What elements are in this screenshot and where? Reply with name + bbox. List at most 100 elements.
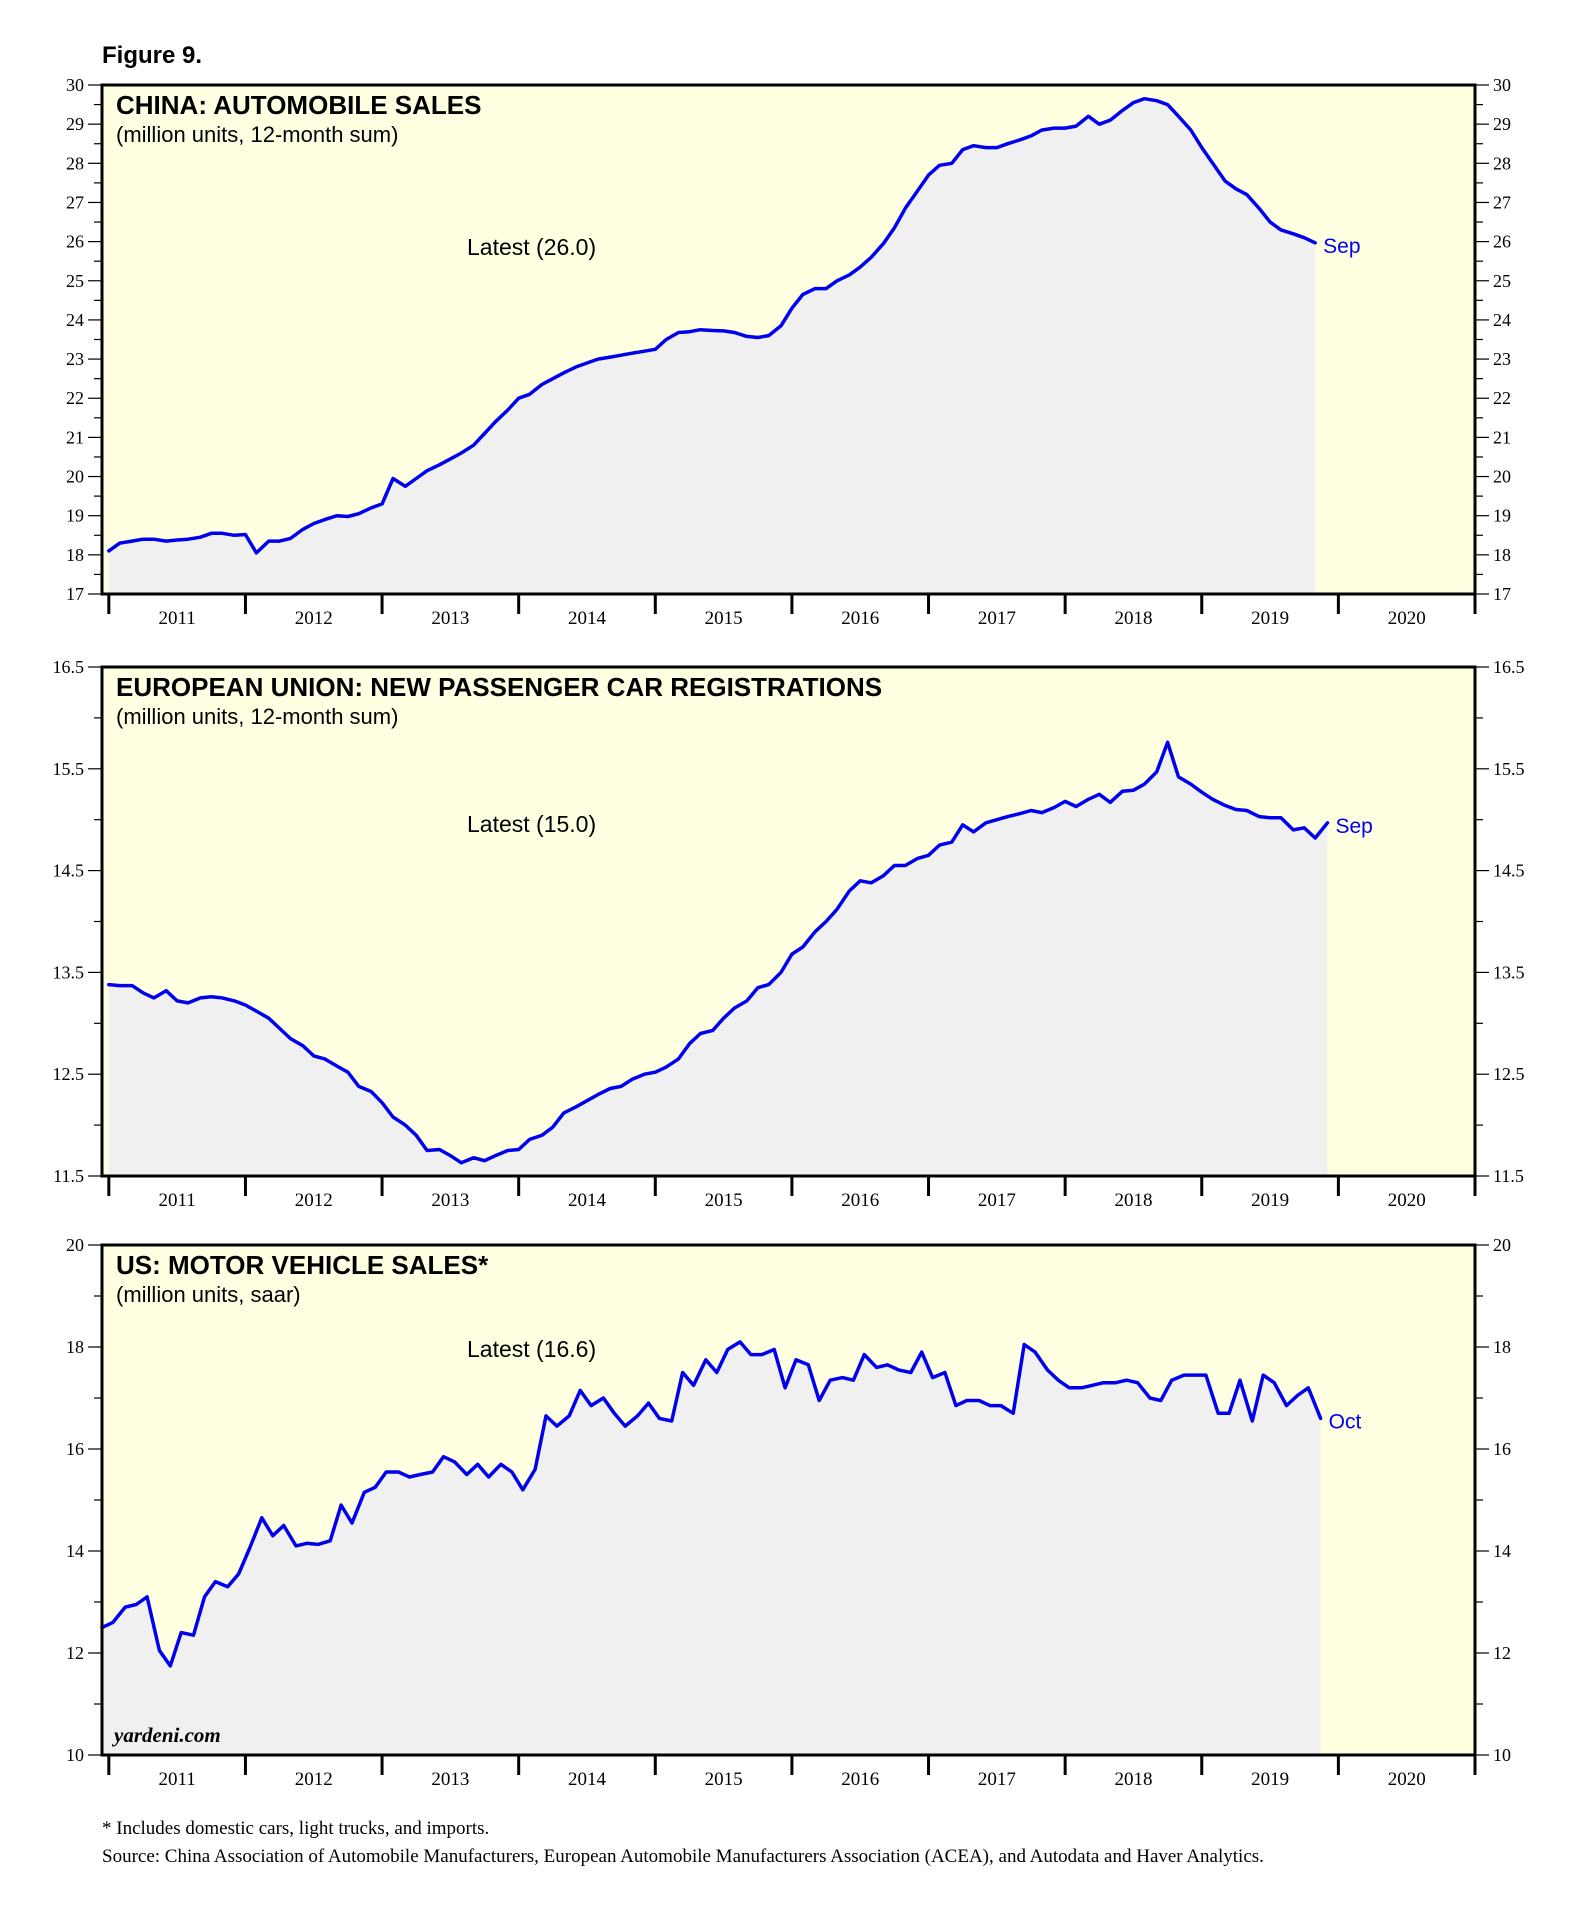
x-tick-label: 2011 — [158, 1769, 195, 1790]
end-label: Sep — [1323, 235, 1360, 258]
y-tick-label-left: 14.5 — [53, 861, 85, 881]
y-tick-label-right: 28 — [1493, 153, 1511, 173]
x-tick-label: 2017 — [978, 608, 1016, 629]
x-tick-label: 2012 — [295, 1769, 333, 1790]
x-tick-label: 2015 — [705, 608, 743, 629]
y-tick-label-left: 11.5 — [53, 1166, 84, 1186]
x-tick-label: 2014 — [568, 1190, 607, 1211]
x-tick-label: 2012 — [295, 608, 333, 629]
y-tick-label-right: 14.5 — [1493, 861, 1525, 881]
y-tick-label-left: 30 — [66, 75, 84, 95]
watermark: yardeni.com — [111, 1723, 221, 1747]
x-tick-label: 2016 — [841, 1190, 879, 1211]
y-tick-label-right: 11.5 — [1493, 1166, 1524, 1186]
x-tick-label: 2018 — [1114, 1190, 1152, 1211]
y-tick-label-left: 27 — [66, 192, 84, 212]
y-tick-label-left: 20 — [66, 467, 84, 487]
latest-annotation: Latest (15.0) — [467, 811, 596, 837]
x-tick-label: 2020 — [1388, 1769, 1426, 1790]
latest-annotation: Latest (26.0) — [467, 234, 596, 260]
x-tick-label: 2020 — [1388, 1190, 1426, 1211]
y-tick-label-right: 18 — [1493, 545, 1511, 565]
y-tick-label-left: 25 — [66, 271, 84, 291]
y-tick-label-left: 10 — [66, 1745, 84, 1765]
y-tick-label-left: 19 — [66, 506, 84, 526]
y-tick-label-left: 22 — [66, 388, 84, 408]
y-tick-label-right: 19 — [1493, 506, 1511, 526]
area-fill — [108, 98, 1316, 594]
x-tick-label: 2019 — [1251, 608, 1289, 629]
y-tick-label-right: 18 — [1493, 1337, 1511, 1357]
y-tick-label-right: 21 — [1493, 427, 1511, 447]
chart-panel-2: 11.5 11.5 12.5 12.5 13.5 13.5 14.5 14.5 15.5 15.5… — [53, 657, 1525, 1211]
footnote-source: Source: China Association of Automobile … — [102, 1846, 1264, 1867]
y-tick-label-left: 16.5 — [53, 657, 85, 677]
x-tick-label: 2019 — [1251, 1190, 1289, 1211]
y-tick-label-right: 27 — [1493, 192, 1511, 212]
y-tick-label-right: 17 — [1493, 584, 1511, 604]
y-tick-label-right: 25 — [1493, 271, 1511, 291]
x-tick-label: 2017 — [978, 1190, 1016, 1211]
y-tick-label-right: 10 — [1493, 1745, 1511, 1765]
y-tick-label-left: 29 — [66, 114, 84, 134]
chart-title: EUROPEAN UNION: NEW PASSENGER CAR REGIST… — [116, 672, 882, 702]
y-tick-label-left: 12.5 — [53, 1064, 85, 1084]
y-tick-label-left: 20 — [66, 1235, 84, 1255]
x-tick-label: 2016 — [841, 1769, 879, 1790]
chart-subtitle: (million units, 12-month sum) — [116, 704, 398, 729]
x-tick-label: 2013 — [431, 1190, 469, 1211]
latest-annotation: Latest (16.6) — [467, 1336, 596, 1362]
y-tick-label-left: 18 — [66, 1337, 84, 1357]
x-tick-label: 2011 — [158, 1190, 195, 1211]
y-tick-label-left: 13.5 — [53, 962, 85, 982]
y-tick-label-right: 24 — [1493, 310, 1511, 330]
x-tick-label: 2018 — [1114, 608, 1152, 629]
y-tick-label-left: 18 — [66, 545, 84, 565]
x-tick-label: 2014 — [568, 1769, 607, 1790]
y-tick-label-left: 17 — [66, 584, 84, 604]
figure-label: Figure 9. — [102, 42, 203, 69]
x-tick-label: 2015 — [705, 1769, 743, 1790]
y-tick-label-right: 16.5 — [1493, 657, 1525, 677]
y-tick-label-right: 29 — [1493, 114, 1511, 134]
series-line — [107, 740, 1330, 1165]
chart-subtitle: (million units, saar) — [116, 1282, 301, 1307]
chart-subtitle: (million units, 12-month sum) — [116, 122, 398, 147]
y-tick-label-right: 20 — [1493, 1235, 1511, 1255]
series-line — [100, 1340, 1323, 1668]
end-label: Sep — [1335, 815, 1372, 838]
y-tick-label-right: 22 — [1493, 388, 1511, 408]
x-tick-label: 2013 — [431, 1769, 469, 1790]
area-fill — [108, 742, 1328, 1176]
y-tick-label-left: 15.5 — [53, 759, 85, 779]
y-tick-label-right: 26 — [1493, 232, 1511, 252]
y-tick-label-left: 12 — [66, 1643, 84, 1663]
series-line — [107, 96, 1317, 555]
y-tick-label-right: 23 — [1493, 349, 1511, 369]
y-tick-label-right: 16 — [1493, 1439, 1511, 1459]
y-tick-label-left: 16 — [66, 1439, 84, 1459]
x-tick-label: 2017 — [978, 1769, 1016, 1790]
y-tick-label-right: 30 — [1493, 75, 1511, 95]
footnote-note: * Includes domestic cars, light trucks, … — [102, 1818, 490, 1839]
x-tick-label: 2014 — [568, 608, 607, 629]
x-tick-label: 2013 — [431, 608, 469, 629]
x-tick-label: 2011 — [158, 608, 195, 629]
x-tick-label: 2019 — [1251, 1769, 1289, 1790]
chart-title: CHINA: AUTOMOBILE SALES — [116, 90, 481, 120]
y-tick-label-right: 15.5 — [1493, 759, 1525, 779]
x-tick-label: 2012 — [295, 1190, 333, 1211]
y-tick-label-left: 28 — [66, 153, 84, 173]
y-tick-label-left: 23 — [66, 349, 84, 369]
x-tick-label: 2015 — [705, 1190, 743, 1211]
x-tick-label: 2016 — [841, 608, 879, 629]
y-tick-label-left: 14 — [66, 1541, 84, 1561]
y-tick-label-right: 14 — [1493, 1541, 1511, 1561]
x-tick-label: 2018 — [1114, 1769, 1152, 1790]
y-tick-label-left: 26 — [66, 232, 84, 252]
y-tick-label-right: 12 — [1493, 1643, 1511, 1663]
